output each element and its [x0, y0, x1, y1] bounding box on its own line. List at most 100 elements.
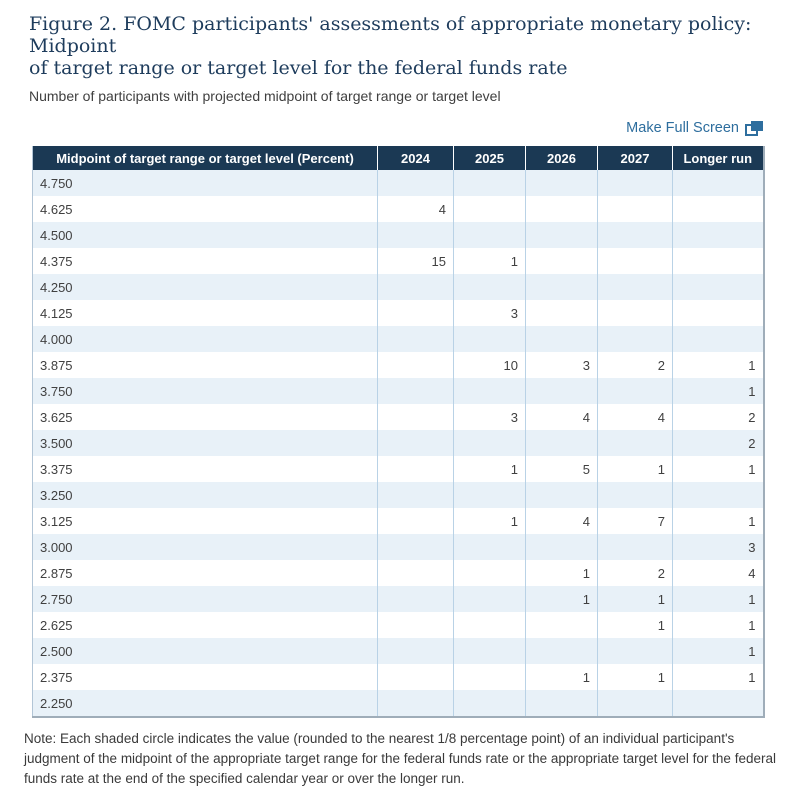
count-cell: [672, 274, 764, 300]
count-cell: [453, 170, 526, 196]
count-cell: [597, 274, 673, 300]
count-cell: [672, 196, 764, 222]
count-cell: 2: [672, 430, 764, 456]
table-row: 3.625 3 4 4 2: [32, 404, 764, 430]
count-cell: [525, 170, 598, 196]
count-cell: [672, 482, 764, 508]
table-row: 4.625 4: [32, 196, 764, 222]
count-cell: 1: [672, 612, 764, 638]
count-cell: [453, 690, 526, 717]
count-cell: 10: [453, 352, 526, 378]
count-cell: [377, 664, 454, 690]
count-cell: [377, 222, 454, 248]
count-cell: [525, 690, 598, 717]
dot-plot-table: Midpoint of target range or target level…: [32, 146, 765, 718]
rate-label-cell: 3.875: [32, 352, 378, 378]
count-cell: 1: [672, 352, 764, 378]
count-cell: [453, 560, 526, 586]
count-cell: [377, 690, 454, 717]
count-cell: [453, 326, 526, 352]
rate-label-cell: 4.000: [32, 326, 378, 352]
count-cell: [525, 534, 598, 560]
count-cell: 4: [525, 404, 598, 430]
count-cell: 15: [377, 248, 454, 274]
count-cell: [377, 508, 454, 534]
count-cell: [377, 430, 454, 456]
count-cell: [597, 482, 673, 508]
count-cell: [525, 196, 598, 222]
count-cell: [525, 248, 598, 274]
count-cell: [377, 586, 454, 612]
count-cell: [377, 560, 454, 586]
count-cell: 1: [672, 664, 764, 690]
count-cell: [377, 274, 454, 300]
table-row: 4.000: [32, 326, 764, 352]
count-cell: 2: [597, 352, 673, 378]
count-cell: 1: [597, 456, 673, 482]
make-full-screen-link[interactable]: Make Full Screen: [626, 120, 763, 136]
count-cell: [525, 612, 598, 638]
table-row: 2.625 1 1: [32, 612, 764, 638]
count-cell: [453, 222, 526, 248]
count-cell: [525, 378, 598, 404]
rate-label-cell: 3.250: [32, 482, 378, 508]
count-cell: 1: [453, 248, 526, 274]
table-row: 4.125 3: [32, 300, 764, 326]
count-cell: 4: [525, 508, 598, 534]
table-row: 3.000 3: [32, 534, 764, 560]
count-cell: 2: [597, 560, 673, 586]
column-header-2024: 2024: [377, 146, 454, 170]
rate-label-cell: 4.625: [32, 196, 378, 222]
table-row: 2.750 1 1 1: [32, 586, 764, 612]
count-cell: 1: [597, 586, 673, 612]
count-cell: 5: [525, 456, 598, 482]
count-cell: 3: [672, 534, 764, 560]
count-cell: [453, 612, 526, 638]
count-cell: 1: [672, 456, 764, 482]
figure-title-line1: Figure 2. FOMC participants' assessments…: [29, 13, 752, 57]
count-cell: 1: [525, 586, 598, 612]
count-cell: [377, 300, 454, 326]
rate-label-cell: 2.500: [32, 638, 378, 664]
count-cell: [672, 326, 764, 352]
count-cell: 1: [453, 456, 526, 482]
count-cell: [377, 456, 454, 482]
rate-label-cell: 3.000: [32, 534, 378, 560]
table-row: 3.875 10 3 2 1: [32, 352, 764, 378]
rate-label-cell: 3.500: [32, 430, 378, 456]
figure-title: Figure 2. FOMC participants' assessments…: [29, 13, 776, 79]
count-cell: [453, 430, 526, 456]
count-cell: [672, 222, 764, 248]
table-row: 2.375 1 1 1: [32, 664, 764, 690]
count-cell: [377, 378, 454, 404]
count-cell: [597, 638, 673, 664]
table-row: 3.375 1 5 1 1: [32, 456, 764, 482]
table-row: 4.500: [32, 222, 764, 248]
count-cell: [377, 638, 454, 664]
count-cell: [525, 482, 598, 508]
count-cell: 1: [597, 664, 673, 690]
count-cell: 7: [597, 508, 673, 534]
count-cell: 3: [525, 352, 598, 378]
count-cell: [453, 534, 526, 560]
count-cell: [525, 274, 598, 300]
count-cell: [377, 170, 454, 196]
rate-label-cell: 2.375: [32, 664, 378, 690]
table-row: 3.250: [32, 482, 764, 508]
column-header-midpoint: Midpoint of target range or target level…: [32, 146, 378, 170]
table-header: Midpoint of target range or target level…: [32, 146, 764, 170]
count-cell: [597, 248, 673, 274]
make-full-screen-label: Make Full Screen: [626, 120, 739, 136]
table-row: 2.875 1 2 4: [32, 560, 764, 586]
count-cell: [672, 300, 764, 326]
count-cell: [525, 638, 598, 664]
table-header-row: Midpoint of target range or target level…: [32, 146, 764, 170]
count-cell: [597, 534, 673, 560]
count-cell: 3: [453, 404, 526, 430]
figure-subtitle: Number of participants with projected mi…: [29, 88, 501, 104]
rate-label-cell: 3.125: [32, 508, 378, 534]
count-cell: 4: [377, 196, 454, 222]
rate-label-cell: 4.125: [32, 300, 378, 326]
count-cell: [525, 222, 598, 248]
fullscreen-icon: [745, 120, 763, 136]
